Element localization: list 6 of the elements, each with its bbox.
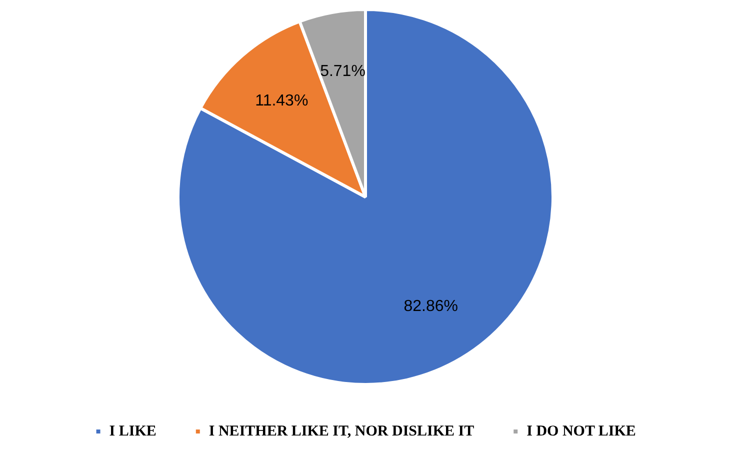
data-label: 11.43% [255, 92, 308, 110]
legend-label: I LIKE [109, 423, 156, 440]
legend-label: I DO NOT LIKE [526, 423, 636, 440]
legend-label: I NEITHER LIKE IT, NOR DISLIKE IT [208, 423, 474, 440]
data-label: 5.71% [320, 62, 366, 80]
data-label: 82.86% [404, 298, 458, 315]
